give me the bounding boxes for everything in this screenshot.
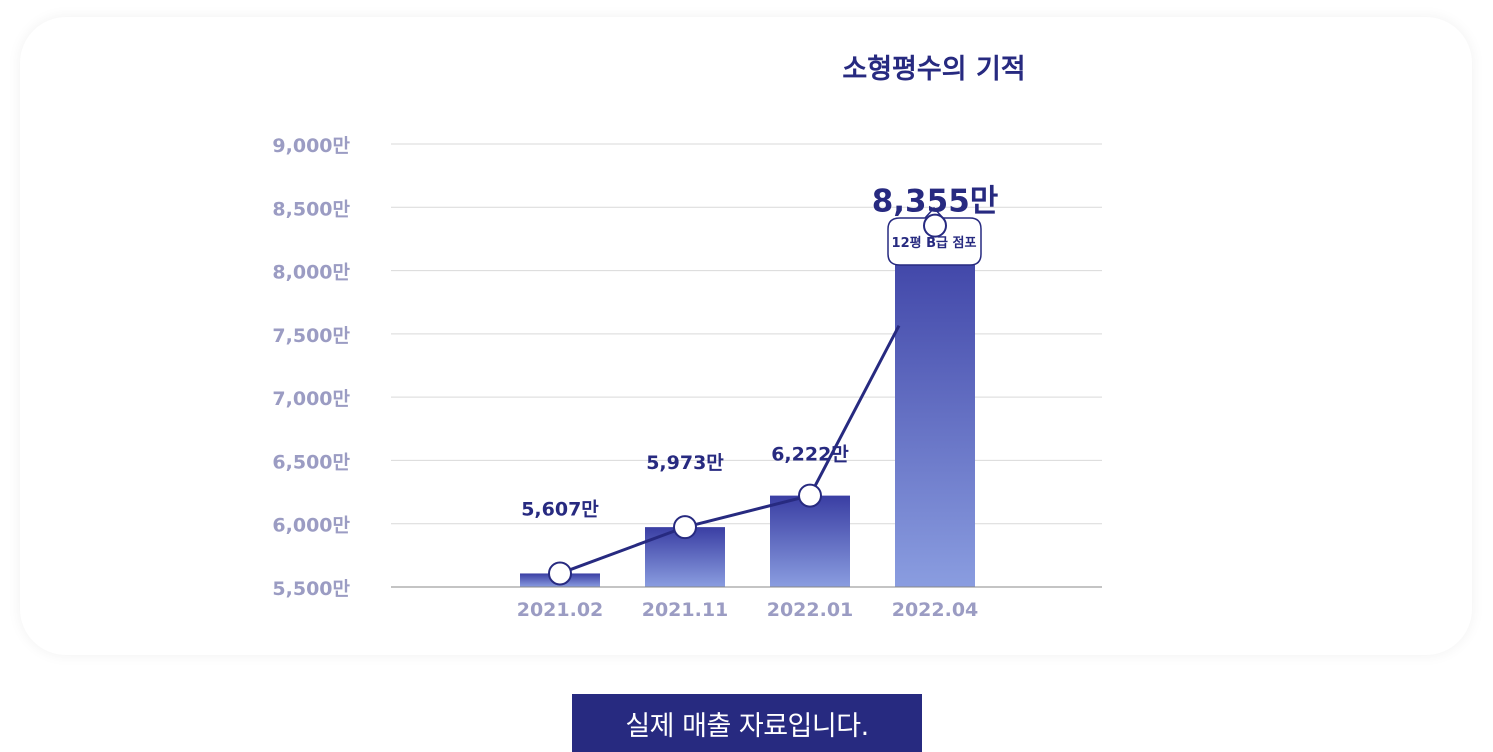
footer-banner: 실제 매출 자료입니다. xyxy=(572,694,922,752)
x-tick-label: 2021.02 xyxy=(517,599,604,621)
x-tick-label: 2021.11 xyxy=(642,599,729,621)
value-label: 5,607만 xyxy=(521,498,599,520)
data-point xyxy=(548,561,572,586)
data-point xyxy=(673,515,697,540)
y-tick-label: 8,000만 xyxy=(272,262,350,284)
y-tick-label: 6,500만 xyxy=(272,451,350,473)
y-tick-label: 6,000만 xyxy=(272,515,350,537)
data-points xyxy=(548,213,947,586)
grid-lines xyxy=(391,143,1102,525)
y-tick-label: 9,000만 xyxy=(272,135,350,157)
trend-line xyxy=(559,324,901,575)
bars xyxy=(520,225,975,588)
bar xyxy=(895,225,975,588)
value-label: 6,222만 xyxy=(771,444,849,466)
y-tick-label: 5,500만 xyxy=(272,578,350,600)
x-tick-label: 2022.04 xyxy=(892,599,979,621)
x-tick-label: 2022.01 xyxy=(767,599,854,621)
chart-title: 소형평수의 기적 xyxy=(842,54,1025,85)
x-axis-labels: 2021.02 2021.11 2022.01 2022.04 xyxy=(517,599,979,621)
y-tick-label: 7,500만 xyxy=(272,325,350,347)
bar xyxy=(770,495,850,587)
y-tick-label: 8,500만 xyxy=(272,198,350,220)
data-point xyxy=(923,213,947,238)
data-point xyxy=(798,483,822,508)
annotation-text: 12평 B급 점포 xyxy=(892,235,977,251)
value-labels: 5,607만 5,973만 6,222만 8,355만 xyxy=(521,184,998,521)
value-label: 5,973만 xyxy=(646,452,724,474)
y-tick-label: 7,000만 xyxy=(272,388,350,410)
value-label: 8,355만 xyxy=(872,184,999,220)
y-axis-ticks: 9,000만 8,500만 8,000만 7,500만 7,000만 6,500만 6,00… xyxy=(272,135,350,600)
chart-card xyxy=(20,17,1472,655)
